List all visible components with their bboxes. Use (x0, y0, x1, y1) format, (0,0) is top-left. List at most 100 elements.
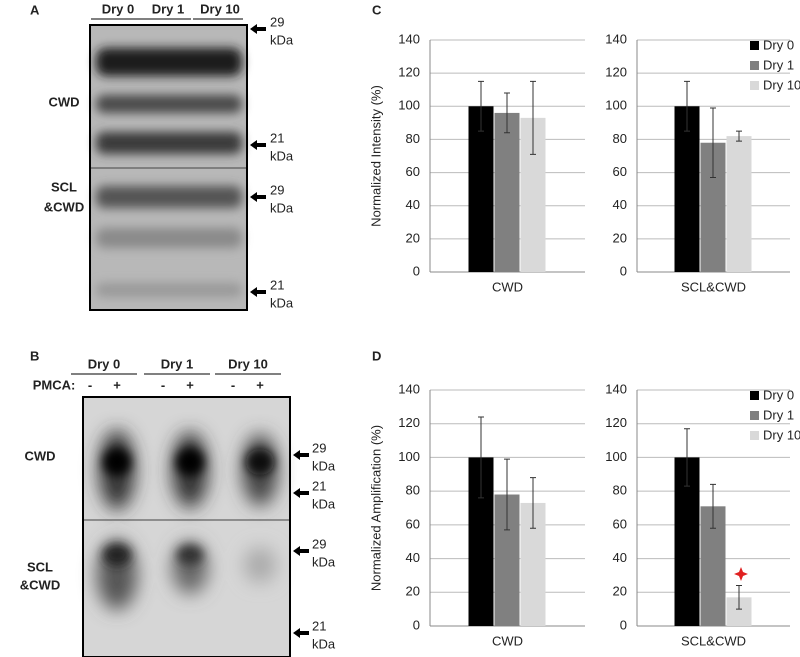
y-tick-label: 100 (605, 449, 627, 464)
y-axis-label: Normalized Intensity (%) (368, 85, 383, 227)
y-tick-label: 20 (613, 584, 627, 599)
marker-arrow (293, 450, 309, 460)
y-tick-label: 120 (398, 415, 420, 430)
lane-label: Dry 10 (228, 356, 268, 371)
y-tick-label: 40 (406, 197, 420, 212)
lane-label: Dry 0 (102, 1, 135, 16)
error-bar (504, 458, 510, 531)
bar (494, 112, 520, 273)
y-tick-label: 60 (613, 164, 627, 179)
marker-unit: kDa (270, 295, 294, 310)
marker-unit: kDa (270, 32, 294, 47)
lane-label: Dry 10 (200, 1, 240, 16)
y-tick-label: 80 (406, 131, 420, 146)
treatment: + (113, 377, 121, 392)
y-tick-label: 80 (613, 131, 627, 146)
y-tick-label: 60 (406, 164, 420, 179)
row-label: &CWD (20, 577, 60, 592)
y-tick-label: 60 (613, 516, 627, 531)
treatment: - (88, 377, 92, 392)
y-axis-label: Normalized Amplification (%) (368, 425, 383, 591)
error-bar (530, 80, 536, 155)
legend-label: Dry 1 (763, 407, 794, 422)
bar (674, 106, 700, 273)
error-bar (530, 477, 536, 529)
treatment-label: PMCA: (33, 377, 76, 392)
marker-unit: kDa (312, 496, 336, 511)
marker-unit: kDa (312, 636, 336, 651)
treatment: - (231, 377, 235, 392)
x-tick-label: SCL&CWD (681, 633, 746, 648)
y-tick-label: 20 (613, 230, 627, 245)
row-label: CWD (48, 94, 79, 109)
y-tick-label: 0 (413, 263, 420, 278)
lane-label: Dry 1 (161, 356, 194, 371)
significance-star (734, 567, 748, 581)
legend-swatch (750, 391, 759, 400)
marker-size: 29 (270, 14, 284, 29)
panel-label: B (30, 348, 39, 363)
y-tick-label: 100 (398, 98, 420, 113)
marker-unit: kDa (270, 200, 294, 215)
blot-b-image (82, 396, 291, 657)
y-tick-label: 60 (406, 516, 420, 531)
y-tick-label: 40 (613, 550, 627, 565)
row-label: &CWD (44, 199, 84, 214)
marker-size: 21 (270, 130, 284, 145)
error-bar (478, 80, 484, 132)
bar (726, 136, 752, 272)
y-tick-label: 140 (398, 31, 420, 46)
error-bar (684, 80, 690, 132)
y-tick-label: 40 (406, 550, 420, 565)
legend-swatch (750, 431, 759, 440)
marker-arrow (250, 287, 266, 297)
y-tick-label: 120 (605, 415, 627, 430)
panel-label: C (372, 2, 382, 17)
y-tick-label: 140 (398, 381, 420, 396)
marker-arrow (250, 140, 266, 150)
error-bar (504, 92, 510, 134)
y-tick-label: 140 (605, 381, 627, 396)
legend-label: Dry 10 (763, 427, 800, 442)
error-bar (684, 428, 690, 487)
y-tick-label: 120 (398, 65, 420, 80)
marker-unit: kDa (312, 554, 336, 569)
y-tick-label: 0 (620, 617, 627, 632)
y-tick-label: 80 (406, 483, 420, 498)
marker-size: 29 (312, 440, 326, 455)
y-tick-label: 120 (605, 65, 627, 80)
y-tick-label: 100 (398, 449, 420, 464)
legend-swatch (750, 81, 759, 90)
treatment: + (256, 377, 264, 392)
legend-swatch (750, 41, 759, 50)
legend-swatch (750, 61, 759, 70)
marker-size: 29 (312, 536, 326, 551)
y-tick-label: 140 (605, 31, 627, 46)
x-tick-label: CWD (492, 279, 523, 294)
marker-arrow (293, 546, 309, 556)
bar (468, 106, 494, 273)
legend-label: Dry 10 (763, 77, 800, 92)
lane-label: Dry 0 (88, 356, 121, 371)
legend-swatch (750, 411, 759, 420)
y-tick-label: 0 (413, 617, 420, 632)
treatment: + (186, 377, 194, 392)
error-bar (736, 585, 742, 610)
marker-size: 29 (270, 182, 284, 197)
treatment: - (161, 377, 165, 392)
marker-unit: kDa (312, 458, 336, 473)
marker-arrow (293, 628, 309, 638)
lane-label: Dry 1 (152, 1, 185, 16)
panel-label: A (30, 2, 40, 17)
error-bar (736, 130, 742, 142)
legend-label: Dry 1 (763, 57, 794, 72)
marker-unit: kDa (270, 148, 294, 163)
y-tick-label: 100 (605, 98, 627, 113)
error-bar (478, 416, 484, 499)
error-bar (710, 483, 716, 529)
marker-size: 21 (270, 277, 284, 292)
row-label: CWD (24, 448, 55, 463)
legend-label: Dry 0 (763, 37, 794, 52)
marker-arrow (250, 24, 266, 34)
